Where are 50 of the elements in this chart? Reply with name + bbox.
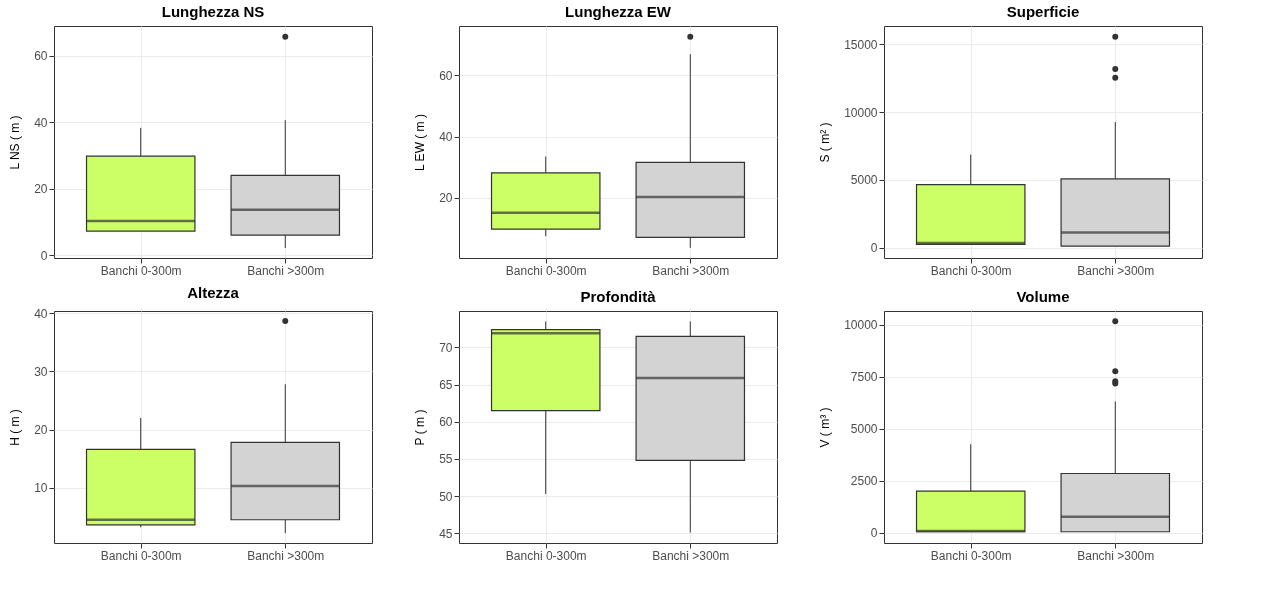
x-tick-label: Banchi >300m	[652, 548, 730, 563]
y-tick-label: 60	[439, 415, 453, 430]
y-axis-title: P ( m )	[413, 409, 428, 446]
y-tick-label: 2500	[850, 474, 878, 489]
chart-title: Lunghezza EW	[565, 3, 672, 20]
y-tick-label: 0	[40, 248, 48, 263]
x-tick-label: Banchi >300m	[1077, 263, 1155, 278]
y-tick-label: 55	[439, 452, 453, 467]
y-tick-label: 50	[439, 489, 453, 504]
y-tick-label: 65	[439, 378, 453, 393]
x-tick-label: Banchi 0-300m	[100, 548, 182, 563]
y-tick-label: 20	[34, 423, 48, 438]
x-tick-label: Banchi >300m	[247, 548, 325, 563]
y-tick-label: 10000	[844, 318, 878, 333]
x-tick-label: Banchi 0-300m	[505, 548, 587, 563]
y-tick-label: 40	[439, 130, 453, 145]
y-tick-label: 20	[34, 182, 48, 197]
y-tick-label: 15000	[844, 37, 878, 52]
chart-title: Profondità	[580, 288, 657, 305]
y-tick-label: 60	[34, 49, 48, 64]
chart-title: Lunghezza NS	[161, 3, 265, 20]
y-axis-title: V ( m³ )	[818, 407, 833, 448]
y-tick-label: 45	[439, 526, 453, 541]
y-axis-title: H ( m )	[8, 409, 23, 446]
chart-title: Superficie	[1006, 3, 1080, 20]
y-tick-label: 0	[870, 241, 878, 256]
y-tick-label: 60	[439, 68, 453, 83]
y-tick-label: 30	[34, 364, 48, 379]
chart-title: Volume	[1016, 288, 1070, 305]
x-tick-label: Banchi >300m	[1077, 548, 1155, 563]
x-tick-label: Banchi 0-300m	[100, 263, 182, 278]
x-tick-label: Banchi 0-300m	[505, 263, 587, 278]
y-axis-title: L EW ( m )	[413, 114, 428, 171]
y-tick-label: 10000	[844, 105, 878, 120]
y-tick-label: 7500	[850, 370, 878, 385]
y-axis-title: L NS ( m )	[8, 115, 23, 170]
y-tick-label: 5000	[850, 173, 878, 188]
x-tick-label: Banchi >300m	[652, 263, 730, 278]
y-tick-label: 40	[34, 306, 48, 321]
y-tick-label: 70	[439, 340, 453, 355]
y-tick-label: 5000	[850, 422, 878, 437]
y-tick-label: 10	[34, 481, 48, 496]
x-tick-label: Banchi 0-300m	[930, 263, 1012, 278]
y-axis-title: S ( m² )	[818, 122, 833, 163]
y-tick-label: 40	[34, 115, 48, 130]
x-tick-label: Banchi 0-300m	[930, 548, 1012, 563]
y-tick-label: 0	[870, 526, 878, 541]
y-tick-label: 20	[439, 191, 453, 206]
chart-title: Altezza	[187, 284, 240, 302]
x-tick-label: Banchi >300m	[247, 263, 325, 278]
